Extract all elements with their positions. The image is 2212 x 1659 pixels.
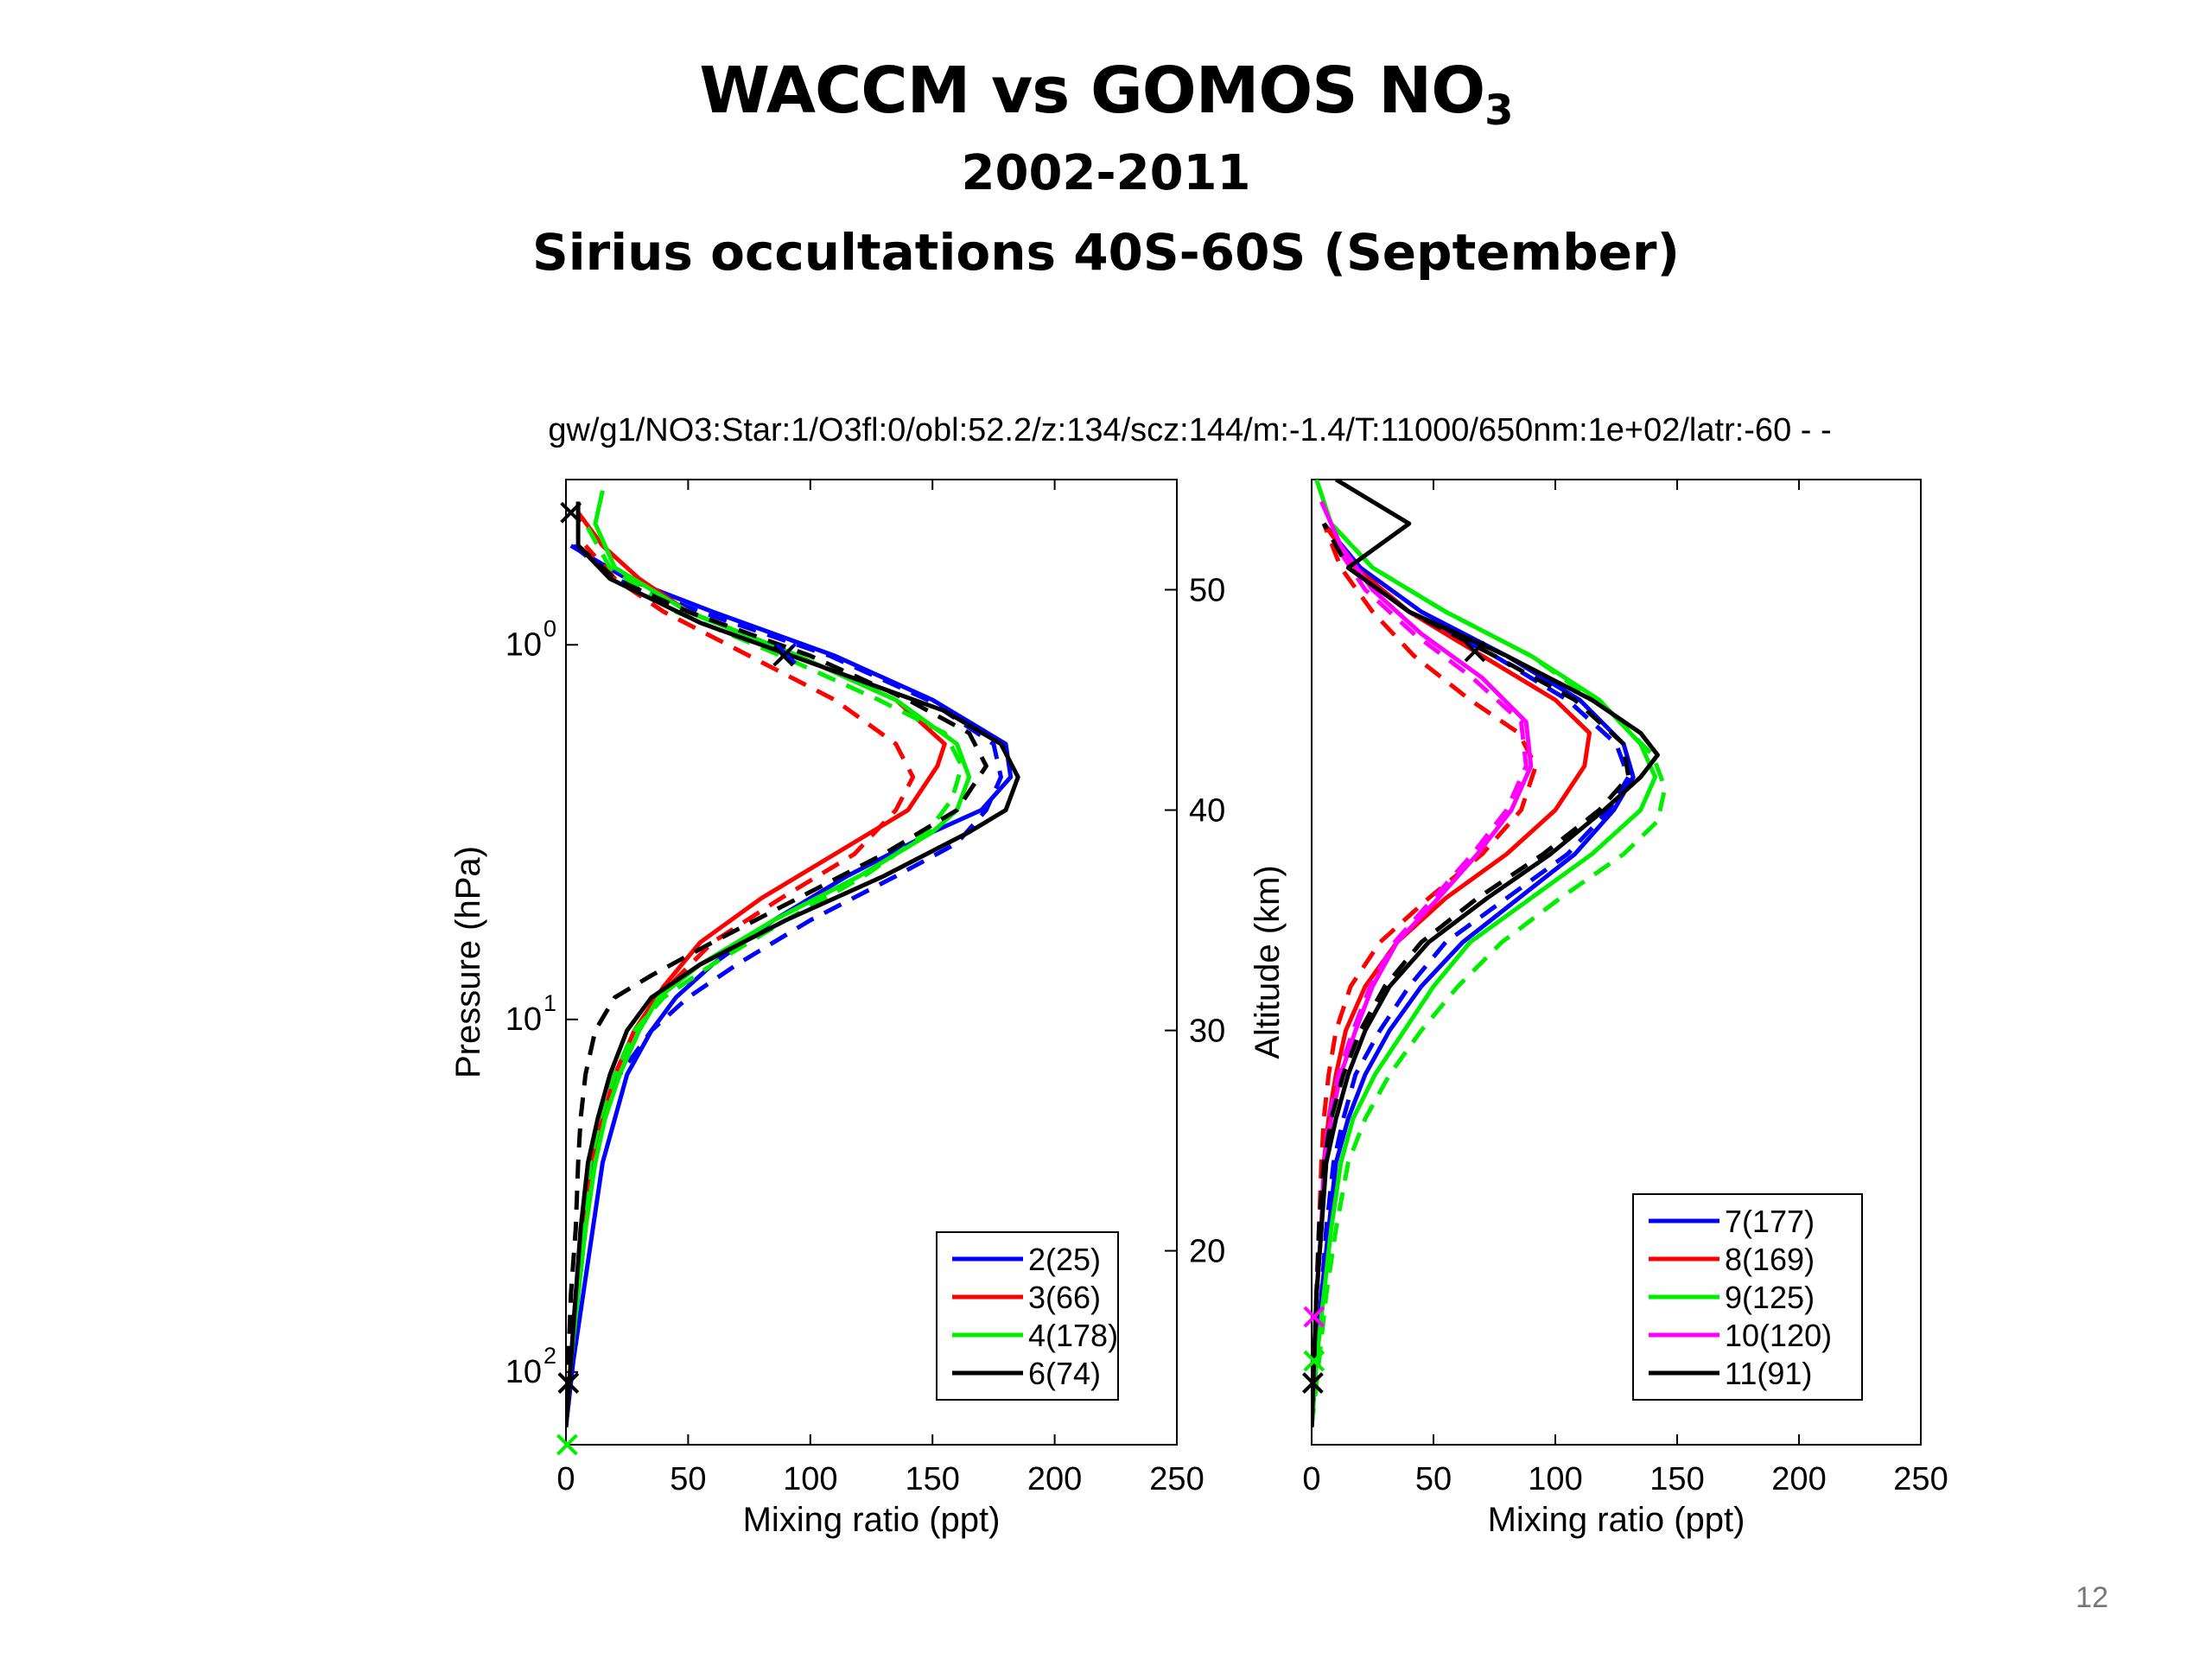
x-marker [557,1372,580,1395]
y2-tick-label: 40 [1189,793,1225,830]
plot-area [1312,480,1668,1427]
title-subscript: 3 [1484,86,1513,135]
legend-label: 2(25) [1028,1242,1101,1277]
x-marker [1464,640,1486,663]
series-solid-line [566,511,947,1427]
x-axis-label: Mixing ratio (ppt) [743,1501,1001,1539]
series-solid-line [566,501,1020,1427]
x-marker [1301,1372,1324,1395]
plot-area [566,490,1020,1427]
series-dashed-line [566,543,1003,1427]
x-tick-label: 0 [556,1461,575,1497]
x-tick-label: 200 [1027,1461,1082,1497]
slide-years: 2002-2011 [961,145,1251,201]
series-solid-line [1312,480,1660,1427]
y-axis-label: Pressure (hPa) [449,846,487,1078]
legend-label: 3(66) [1028,1280,1101,1315]
y-tick-exponent: 1 [543,990,556,1016]
series-dashed-line [566,543,988,1427]
series-dashed-line [566,543,916,1427]
y-tick-exponent: 0 [543,615,556,641]
legend-label: 11(91) [1725,1356,1812,1391]
x-axis-label: Mixing ratio (ppt) [1488,1501,1745,1539]
y2-tick-label: 50 [1189,573,1225,609]
y-axis-label: Altitude (km) [1249,865,1287,1059]
series-dashed-line [1312,522,1631,1427]
y2-tick-label: 30 [1189,1014,1225,1050]
series-dashed-line [1312,523,1538,1427]
figure-header: gw/g1/NO3:Star:1/O3fl:0/obl:52.2/z:134/s… [548,412,1831,448]
x-tick-label: 250 [1149,1461,1204,1497]
legend-label: 7(177) [1725,1204,1815,1239]
x-tick-label: 250 [1893,1461,1948,1497]
x-tick-label: 150 [1649,1461,1704,1497]
panel-right: 0 50 100 150 200 250 Mixing ratio (ppt) Altitud… [1249,479,1948,1539]
x-marker [560,501,582,524]
legend-label: 8(169) [1725,1242,1815,1277]
slide-page-number: 12 [2075,1581,2108,1614]
x-tick-label: 150 [905,1461,959,1497]
y-tick-label: 10 [505,626,542,663]
legend-label: 4(178) [1028,1318,1118,1353]
plot-frame [1311,479,1922,1446]
legend: 7(177)8(169)9(125)10(120)11(91) [1632,1193,1863,1401]
slide-subtitle: Sirius occultations 40S-60S (September) [531,223,1681,282]
x-tick-label: 50 [1415,1461,1452,1497]
title-main: WACCM vs GOMOS NO [699,54,1485,128]
y-tick-label: 10 [505,1354,542,1390]
slide-title: WACCM vs GOMOS NO3 [0,54,2212,135]
legend-label: 6(74) [1028,1356,1101,1391]
y2-tick-label: 20 [1189,1234,1225,1270]
series-solid-line [1312,522,1636,1427]
series-solid-line [1312,480,1658,1427]
x-marker [556,1433,578,1456]
series-dashed-line [566,522,964,1427]
x-marker [1303,1306,1325,1328]
y-tick-label: 10 [505,1001,542,1038]
legend: 2(25)3(66)4(178)6(74) [936,1231,1119,1401]
y-tick-exponent: 2 [543,1343,556,1369]
plot-frame [565,479,1178,1446]
x-tick-label: 200 [1771,1461,1826,1497]
x-marker [1303,1350,1325,1372]
legend-label: 10(120) [1725,1318,1832,1353]
series-dashed-line [1312,522,1631,1427]
x-tick-label: 100 [1528,1461,1582,1497]
x-marker [772,645,795,667]
x-tick-label: 50 [670,1461,706,1497]
x-tick-label: 0 [1302,1461,1320,1497]
x-tick-label: 100 [783,1461,837,1497]
legend-label: 9(125) [1725,1280,1815,1315]
